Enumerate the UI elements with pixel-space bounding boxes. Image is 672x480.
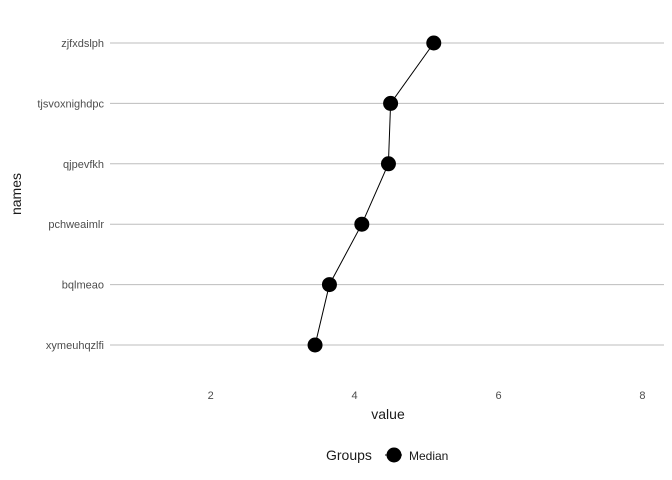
y-tick-label-bqlmeao: bqlmeao	[62, 280, 104, 292]
y-tick-label-zjfxdslph: zjfxdslph	[61, 38, 104, 50]
y-tick-labels: zjfxdslph tjsvoxnighdpc qjpevfkh pchweaimlr…	[37, 38, 104, 352]
x-axis-title: value	[371, 406, 405, 422]
point-pchweaimlr	[354, 216, 370, 232]
y-tick-label-tjsvoxnighdpc: tjsvoxnighdpc	[37, 98, 104, 110]
x-tick-label-4: 4	[352, 390, 358, 402]
x-tick-label-2: 2	[208, 390, 214, 402]
legend-title: Groups	[326, 447, 372, 463]
point-xymeuhqzlfi	[307, 337, 323, 353]
point-bqlmeao	[321, 277, 337, 293]
series-layer	[307, 35, 442, 353]
point-zjfxdslph	[426, 35, 442, 51]
y-tick-label-qjpevfkh: qjpevfkh	[63, 159, 104, 171]
point-tjsvoxnighdpc	[383, 95, 399, 111]
legend: Groups Median	[326, 447, 448, 463]
legend-key-marker	[386, 447, 402, 463]
y-tick-label-xymeuhqzlfi: xymeuhqzlfi	[46, 340, 104, 352]
y-tick-label-pchweaimlr: pchweaimlr	[48, 219, 104, 231]
x-tick-label-6: 6	[495, 390, 501, 402]
x-tick-label-8: 8	[639, 390, 645, 402]
series-line-median	[314, 42, 435, 346]
point-qjpevfkh	[380, 156, 396, 172]
gridlines	[110, 42, 664, 346]
legend-label-median: Median	[409, 449, 448, 463]
x-tick-labels: 2 4 6 8	[208, 390, 646, 402]
y-axis-title: names	[8, 173, 24, 215]
